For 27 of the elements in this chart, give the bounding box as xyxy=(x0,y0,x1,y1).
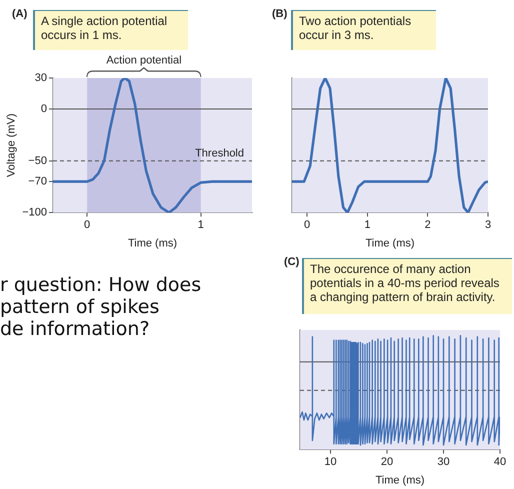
x-tick-label: 10 xyxy=(324,456,337,468)
x-tick-label: 2 xyxy=(424,219,431,232)
y-tick-label: 0 xyxy=(40,103,47,116)
y-tick-label: 30 xyxy=(34,72,47,84)
x-axis-title: Time (ms) xyxy=(128,237,178,250)
x-tick-label: 40 xyxy=(494,456,506,468)
text: pattern of spikes xyxy=(0,296,160,318)
y-axis-title: Voltage (mV) xyxy=(6,114,18,178)
x-tick-label: 0 xyxy=(84,219,90,232)
x-tick-label: 20 xyxy=(380,456,394,468)
y-tick-label: −100 xyxy=(22,206,47,219)
x-tick-label: 30 xyxy=(437,456,450,468)
chart-title: (B) xyxy=(272,8,288,20)
x-tick-label: 3 xyxy=(484,219,492,232)
x-axis-title: Time (ms) xyxy=(375,474,425,486)
text: de information? xyxy=(0,318,151,340)
x-tick-label: 1 xyxy=(364,219,370,232)
text: r question: How does xyxy=(0,274,202,296)
x-tick-label: 1 xyxy=(198,219,204,232)
y-tick-label: −70 xyxy=(28,176,47,188)
y-tick-label: −50 xyxy=(28,154,47,167)
band-label: Action potential xyxy=(106,54,182,67)
chart-title: (A) xyxy=(12,8,28,20)
x-axis-title: Time (ms) xyxy=(365,237,415,250)
chart-title: (C) xyxy=(284,256,300,268)
x-tick-label: 0 xyxy=(304,219,310,232)
ref-line-label: Threshold xyxy=(195,147,244,160)
